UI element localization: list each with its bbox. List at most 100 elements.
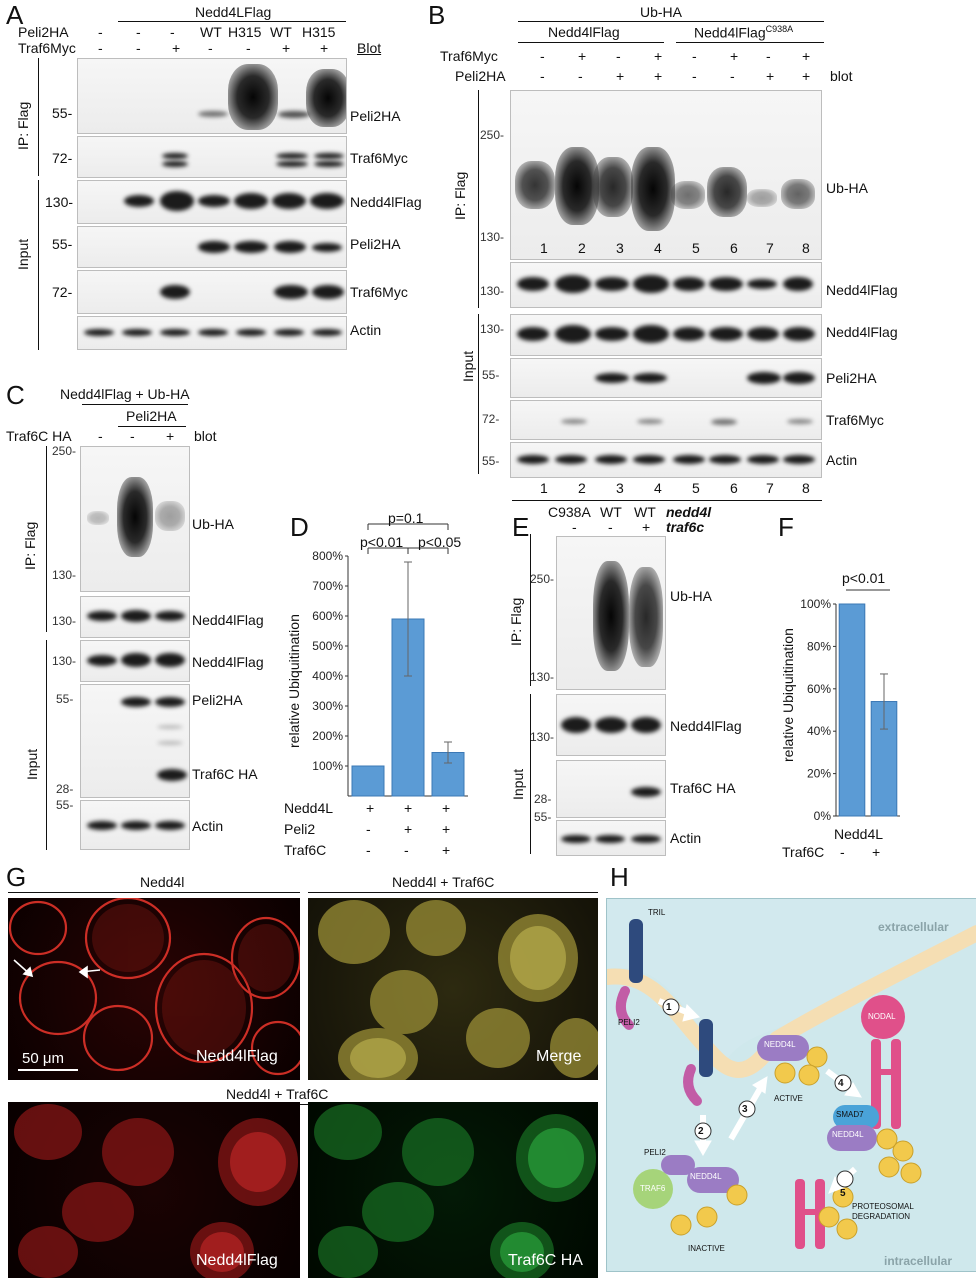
panel-d-row-2-value-3: + [442,821,451,837]
panel-a-mw-1: 55- [52,105,73,121]
panel-b-side-input: Input [460,350,476,382]
panel-a-peli2-value-2: - [136,24,141,40]
panel-e-blot-name-3: Traf6C HA [670,780,736,796]
panel-c-mw-55: 55- [56,692,74,706]
panel-a-peli2-value-6: WT [270,24,292,40]
panel-h-step-3: 3 [742,1104,748,1115]
panel-a-traf6-value-3: + [172,40,181,56]
panel-g-title-line-right [308,892,598,893]
panel-g-title-bottom: Nedd4l + Traf6C [226,1086,329,1102]
panel-e-traf-3: + [642,519,651,535]
panel-b-mw-4: 55- [482,368,500,382]
panel-b-traf6-value-6: + [730,48,739,64]
panel-a-blot-name-2: Traf6Myc [350,150,408,166]
panel-e-input-bracket [530,694,531,854]
panel-d-chart: 100% 200% 300% 400% 500% 600% 700% 800% [312,523,468,797]
panel-b-traf6-label: Traf6Myc [440,48,498,64]
panel-a-blot-name-1: Peli2HA [350,108,401,124]
panel-b-lane-top-7: 7 [766,240,774,256]
panel-a-header: Nedd4LFlag [195,4,272,20]
panel-b-group1-line [518,42,664,43]
panel-h-extracellular: extracellular [878,920,949,934]
panel-g-title-top-left: Nedd4l [140,874,185,890]
panel-b-bottom-line [512,500,822,501]
panel-a-peli2-value-3: - [170,24,175,40]
panel-f-ytick-label-5: 100% [800,597,831,611]
panel-b-lane-top-3: 3 [616,240,624,256]
panel-b-ip-bracket [478,90,479,308]
panel-a-side-ip: IP: Flag [15,101,31,150]
panel-c-row-value-2: - [130,428,135,444]
panel-f-xlabel: Nedd4L [834,826,884,842]
panel-c-mw-130c: 130- [52,654,77,668]
panel-f-label: F [778,512,794,542]
panel-e-side-ip: IP: Flag [508,597,524,646]
panel-d-row-3-value-2: - [404,842,409,858]
panel-b-lane-top-4: 4 [654,240,662,256]
panel-e-blot-name-1: Ub-HA [670,588,713,604]
panel-c-subheader: Peli2HA [126,408,177,424]
panel-h-step-1: 1 [666,1002,672,1013]
panel-b-group2: Nedd4lFlagC938A [694,24,794,41]
panel-b-side-ip: IP: Flag [452,171,468,220]
panel-h-peli2-top: PELI2 [618,1018,640,1027]
panel-a-traf6-value-7: + [320,40,329,56]
panel-c-blot-ub [80,446,190,592]
panel-e-lane-3: WT [634,504,656,520]
panel-d-row-1-value-1: + [366,800,375,816]
panel-c-mw-130b: 130- [52,614,77,628]
panel-e-label: E [512,512,530,542]
panel-b-peli2-label: Peli2HA [455,68,506,84]
panel-d-ytick-label-6: 700% [312,579,343,593]
panel-f-ytick-label-1: 20% [807,767,831,781]
panel-h-active: ACTIVE [774,1094,803,1103]
panel-b-peli2-value-4: + [654,68,663,84]
panel-c-ip-bracket [46,446,47,632]
panel-e-blot-traf6c [556,760,666,818]
panel-b-blot-actin [510,442,822,478]
panel-f-sig: p<0.01 [842,570,886,586]
panel-c-input-bracket [46,640,47,850]
panel-e-blot-actin [556,820,666,856]
panel-d-row-label-1: Nedd4L [284,800,334,816]
panel-c-mw-130a: 130- [52,568,77,582]
panel-d-row-label-3: Traf6C [284,842,327,858]
panel-f-ytick-label-4: 80% [807,639,831,653]
panel-a-traf6-value-1: - [98,40,103,56]
panel-a-ip-bracket [38,58,39,176]
panel-e-mw-130a: 130- [530,670,555,684]
panel-b-lane-bottom-2: 2 [578,480,586,496]
panel-g-caption-3: Nedd4lFlag [196,1252,278,1269]
panel-g-title-top-right: Nedd4l + Traf6C [392,874,495,890]
panel-b-group2-line [676,42,824,43]
panel-d-row-2-value-2: + [404,821,413,837]
panel-b-lane-bottom-5: 5 [692,480,700,496]
panel-e-mw-250: 250- [530,572,555,586]
panel-g-micrograph-nedd4l-flag [8,1102,300,1278]
panel-b-mw-5: 72- [482,412,500,426]
panel-a-side-input: Input [15,238,31,270]
panel-b-blot-name-3: Nedd4lFlag [826,324,898,340]
panel-d-row-1-value-3: + [442,800,451,816]
panel-d-sig-top: p=0.1 [388,510,424,526]
panel-b-blot-name-1: Ub-HA [826,180,869,196]
panel-b-mw-250: 250- [480,128,505,142]
panel-b-lane-bottom-7: 7 [766,480,774,496]
panel-d-bar-1 [351,765,385,797]
panel-a-mw-3: 130- [45,194,74,210]
panel-b-traf6-value-7: - [766,48,771,64]
panel-b-traf6-value-8: + [802,48,811,64]
panel-a-blot-actin [77,316,347,350]
panel-c-blot-nedd4l-input [80,640,190,682]
panel-f-row-value-2: + [872,844,881,860]
panel-a-traf6-value-2: - [136,40,141,56]
panel-b-header-line [518,21,824,22]
panel-c-side-ip: IP: Flag [22,521,38,570]
panel-a-blot-peli2-input [77,226,347,268]
panel-c-blot-heading: blot [194,428,217,444]
panel-h-smad7: SMAD7 [836,1110,864,1119]
panel-b-traf6-value-1: - [540,48,545,64]
panel-b-blot-ub [510,90,822,260]
panel-a-row-peli2-label: Peli2HA [18,24,69,40]
panel-e-mw-28: 28- [534,792,552,806]
